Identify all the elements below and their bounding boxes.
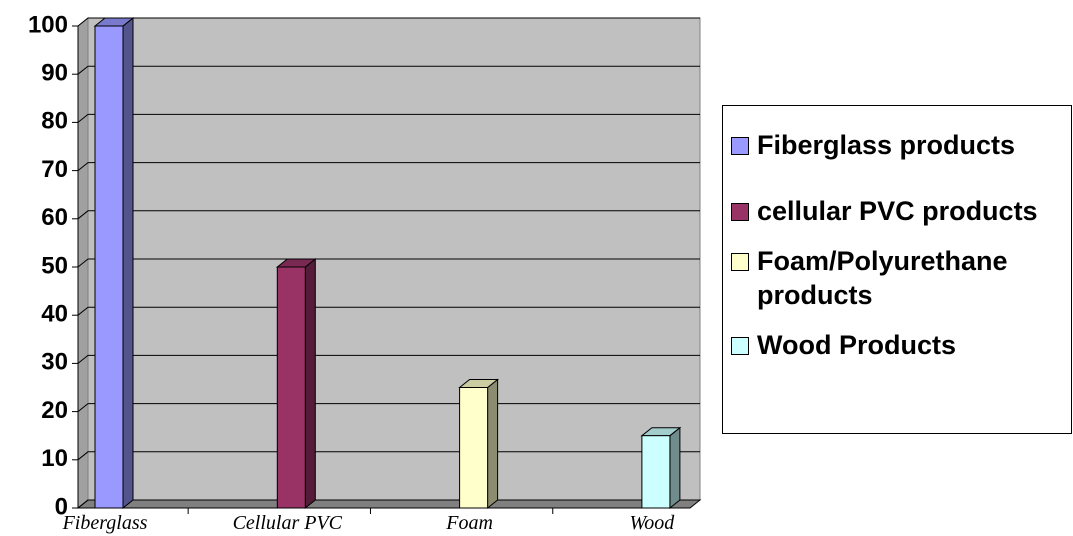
y-tick-label: 70 <box>41 156 68 183</box>
legend-label: Wood Products <box>757 330 956 360</box>
y-tick-label: 20 <box>41 397 68 424</box>
legend-swatch <box>731 137 749 155</box>
x-tick-label: Foam <box>445 512 493 534</box>
bar <box>94 25 124 509</box>
y-tick-label: 90 <box>41 60 68 87</box>
bar-side <box>669 426 681 510</box>
grid-line <box>77 258 700 268</box>
y-tick-label: 0 <box>55 493 68 520</box>
legend-swatch <box>731 253 749 271</box>
grid-line <box>77 65 700 75</box>
legend-swatch <box>731 203 749 221</box>
grid-line <box>77 17 700 27</box>
y-tick-label: 40 <box>41 301 68 328</box>
bar <box>459 387 489 509</box>
grid-line <box>77 162 700 171</box>
bar-side <box>487 378 499 510</box>
legend-entry: Fiberglass products <box>731 128 1063 162</box>
legend-swatch <box>731 337 749 355</box>
legend: Fiberglass products cellular PVC products… <box>722 105 1072 434</box>
y-tick-label: 60 <box>41 204 68 231</box>
x-tick-label: Cellular PVC <box>233 512 343 534</box>
legend-entry: Wood Products <box>731 328 1063 362</box>
x-tick-label: Fiberglass <box>62 512 148 534</box>
y-tick-label: 80 <box>41 108 68 135</box>
bar-side <box>304 257 316 510</box>
legend-label: cellular PVC products <box>757 196 1038 226</box>
floor <box>76 499 702 509</box>
bar <box>641 435 671 509</box>
grid-line <box>77 354 700 364</box>
bar <box>276 266 306 509</box>
chart: 0 10 20 30 40 50 60 70 80 90 100 Fiberglass Cellular… <box>28 11 702 534</box>
y-tick-label: 10 <box>41 445 68 472</box>
y-tick-label: 50 <box>41 252 68 279</box>
y-tick-label: 30 <box>41 349 68 376</box>
legend-label: Fiberglass products <box>757 130 1016 160</box>
legend-label: Foam/Polyurethane products <box>757 246 1008 310</box>
y-tick-label: 100 <box>28 11 68 38</box>
bar-side <box>122 16 134 510</box>
grid-line <box>77 306 700 316</box>
x-tick-label: Wood <box>629 512 675 534</box>
grid-line <box>77 210 700 220</box>
grid-line <box>77 113 700 123</box>
legend-entry: Foam/Polyurethane products <box>731 244 1063 312</box>
legend-entry: cellular PVC products <box>731 194 1063 228</box>
